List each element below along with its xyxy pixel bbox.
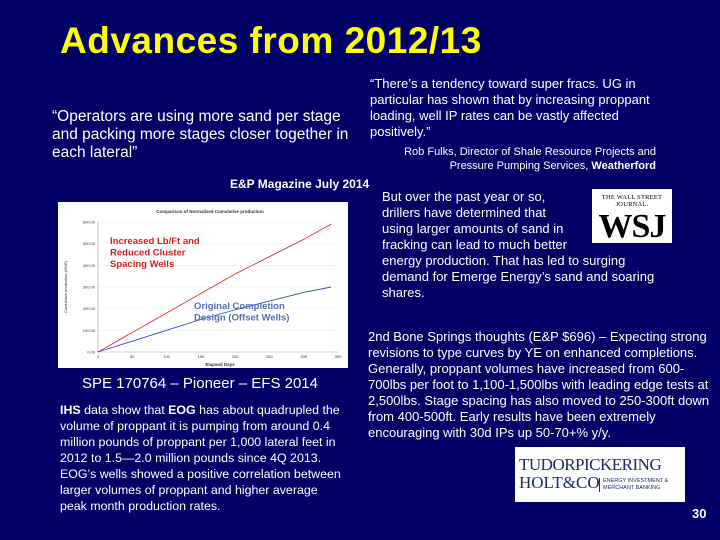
- x-tick-label: 0: [97, 354, 100, 359]
- wsj-paragraph: But over the past year or so, drillers h…: [382, 189, 672, 301]
- y-tick-label: 100.00: [83, 328, 96, 333]
- slide-title: Advances from 2012/13: [60, 20, 482, 61]
- quote-source: E&P Magazine July 2014: [230, 177, 370, 191]
- bone-springs-paragraph: 2nd Bone Springs thoughts (E&P $696) – E…: [368, 329, 710, 440]
- y-axis-label: Cumulative production (BOE): [63, 260, 68, 313]
- x-tick-label: 50: [130, 354, 135, 359]
- chart-annotation-red: Increased Lb/Ft and: [110, 236, 200, 247]
- tph-logo-divider: [599, 478, 600, 492]
- tph-logo-line2: HOLT&CO: [519, 473, 600, 492]
- page-number: 30: [692, 506, 707, 521]
- tph-logo: TUDORPICKERING HOLT&CO ENERGY INVESTMENT…: [515, 447, 685, 502]
- y-tick-label: 300.00: [83, 285, 96, 290]
- spe-caption: SPE 170764 – Pioneer – EFS 2014: [81, 375, 318, 392]
- chart-annotation-blue: Original Completion: [194, 301, 285, 312]
- y-tick-label: 400.00: [83, 263, 96, 268]
- attribution-company: Weatherford: [591, 160, 656, 172]
- wsj-logo: THE WALL STREET JOURNAL. WSJ: [592, 189, 672, 245]
- x-tick-label: 250: [266, 354, 273, 359]
- chart-series: [97, 223, 332, 353]
- x-tick-label: 200: [232, 354, 239, 359]
- ihs-text-1: data show that: [80, 403, 169, 417]
- chart-ticks: 600.00 500.00 400.00 300.00 200.00 100.00 0.00…: [83, 220, 342, 360]
- tph-logo-line1: TUDORPICKERING: [519, 455, 662, 474]
- quote-attribution: Rob Fulks, Director of Shale Resource Pr…: [370, 145, 656, 173]
- chart-annotation-red: Reduced Cluster: [110, 248, 186, 259]
- eog-name: EOG: [168, 403, 196, 417]
- tph-logo-tag2: MERCHANT BANKING: [603, 485, 661, 491]
- production-chart: Comparison of Normalized Cumulative prod…: [58, 202, 348, 368]
- chart-title: Comparison of Normalized Cumulative prod…: [156, 209, 264, 214]
- y-tick-label: 200.00: [83, 306, 96, 311]
- wsj-masthead: THE WALL STREET JOURNAL.: [601, 194, 663, 208]
- ihs-name: IHS: [60, 403, 81, 417]
- tph-logo-tag1: ENERGY INVESTMENT &: [603, 478, 669, 484]
- attribution-name: Rob Fulks, Director of Shale Resource Pr…: [404, 146, 656, 172]
- x-tick-label: 100: [163, 354, 170, 359]
- production-chart-svg: Comparison of Normalized Cumulative prod…: [63, 209, 342, 367]
- series-line-original-completion: [97, 286, 332, 353]
- x-tick-label: 300: [300, 354, 307, 359]
- chart-annotation-red: Spacing Wells: [110, 259, 174, 270]
- y-tick-label: 500.00: [83, 241, 96, 246]
- y-tick-label: 600.00: [83, 220, 96, 225]
- x-axis-label: Elapsed Days: [205, 362, 235, 367]
- operators-quote: “Operators are using more sand per stage…: [52, 108, 349, 161]
- ihs-paragraph: IHS data show that EOG has about quadrup…: [60, 402, 345, 514]
- chart-annotation-blue: Design (Offset Wells): [194, 313, 289, 324]
- wsj-text: But over the past year or so, drillers h…: [382, 189, 655, 300]
- x-tick-label: 350: [335, 354, 342, 359]
- x-tick-label: 150: [198, 354, 205, 359]
- wsj-letters: WSJ: [598, 208, 667, 245]
- series-line-increased-proppant: [97, 223, 332, 353]
- ihs-text-2: has about quadrupled the volume of propp…: [60, 403, 341, 513]
- super-fracs-quote: “There’s a tendency toward super fracs. …: [370, 76, 650, 139]
- y-tick-label: 0.00: [87, 350, 96, 355]
